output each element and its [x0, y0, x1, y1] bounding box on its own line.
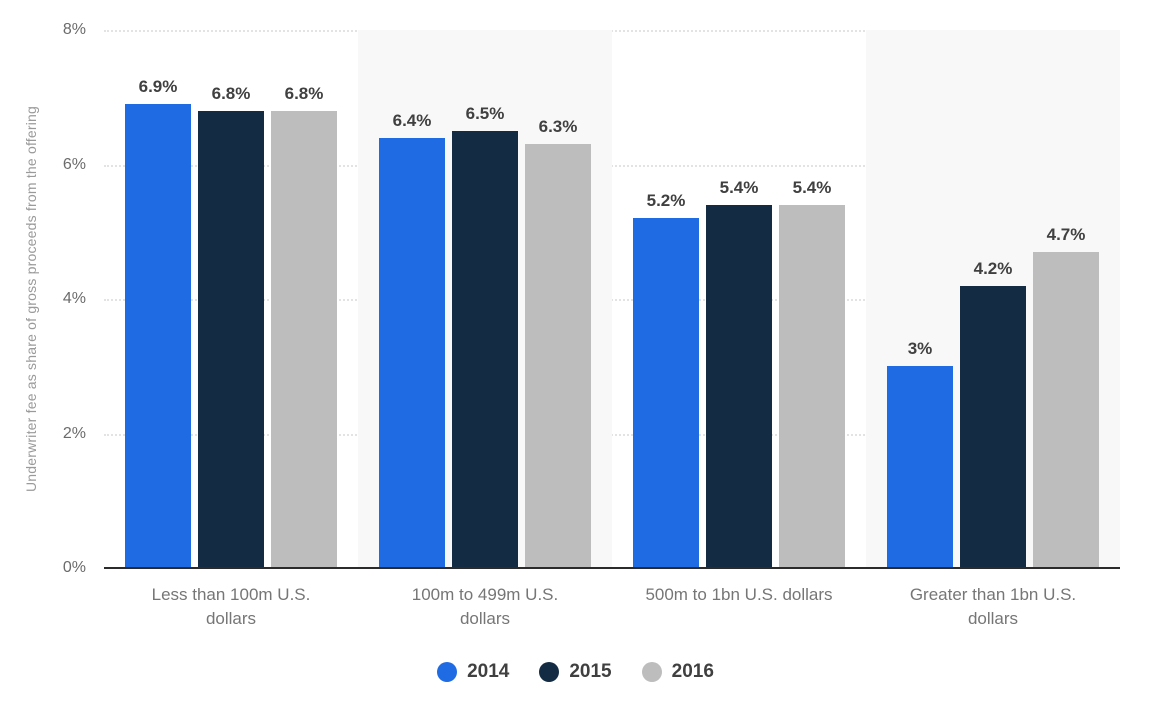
y-tick-label: 2% — [62, 424, 86, 442]
legend-label-2015: 2015 — [569, 661, 612, 682]
legend-dot-2015 — [539, 662, 560, 682]
bar-value-label: 5.4% — [792, 177, 832, 197]
category-group-greater-than-1bn-u-s-dollars: 3% 4.2% 4.7% — [866, 30, 1120, 568]
legend-label-2016: 2016 — [671, 661, 714, 682]
bar-value-label: 5.2% — [646, 191, 686, 211]
legend-item-2015[interactable]: 2015 — [539, 661, 612, 683]
bar-value-label: 6.4% — [392, 110, 432, 130]
bar-groups: 6.9% 6.8% 6.8% 6.4% 6.5% 6.3% 5.2% 5.4% 5.4% 3% 4.… — [104, 30, 1120, 568]
bar-2015-100m-to-499m-u-s-dollars[interactable]: 6.5% — [452, 104, 518, 568]
legend-item-2016[interactable]: 2016 — [641, 661, 714, 683]
bar-2016-less-than-100m-u-s-dollars[interactable]: 6.8% — [271, 84, 337, 568]
bar-value-label: 5.4% — [719, 177, 759, 197]
category-group-100m-to-499m-u-s-dollars: 6.4% 6.5% 6.3% — [358, 30, 612, 568]
x-axis-labels: Less than 100m U.S. dollars 100m to 499m … — [104, 583, 1120, 631]
bar-2014-greater-than-1bn-u-s-dollars[interactable]: 3% — [887, 339, 953, 568]
bar-value-label: 6.9% — [138, 76, 178, 96]
bar-value-label: 6.8% — [284, 83, 324, 103]
category-group-less-than-100m-u-s-dollars: 6.9% 6.8% 6.8% — [104, 30, 358, 568]
y-axis-ticks: 0% 2% 4% 6% 8% — [0, 0, 86, 706]
bar-2016-greater-than-1bn-u-s-dollars[interactable]: 4.7% — [1033, 225, 1099, 568]
bar-value-label: 4.7% — [1046, 224, 1086, 244]
x-axis-label-less-than-100m-u-s-dollars: Less than 100m U.S. dollars — [151, 585, 311, 628]
y-tick-label: 8% — [62, 21, 86, 38]
bar-value-label: 3% — [907, 339, 933, 359]
gridline-2% — [104, 433, 1120, 436]
legend-dot-2014 — [437, 662, 458, 682]
x-axis-label-500m-to-1bn-u-s-dollars: 500m to 1bn U.S. dollars — [645, 585, 833, 604]
category-group-500m-to-1bn-u-s-dollars: 5.2% 5.4% 5.4% — [612, 30, 866, 568]
legend: 2014 2015 2016 — [0, 661, 1151, 683]
bar-2015-500m-to-1bn-u-s-dollars[interactable]: 5.4% — [706, 178, 772, 568]
bar-value-label: 6.8% — [211, 83, 251, 103]
bar-2014-less-than-100m-u-s-dollars[interactable]: 6.9% — [125, 77, 191, 568]
bar-value-label: 6.5% — [465, 103, 505, 123]
legend-label-2014: 2014 — [467, 661, 510, 682]
bar-2016-100m-to-499m-u-s-dollars[interactable]: 6.3% — [525, 117, 591, 568]
gridline-6% — [104, 164, 1120, 167]
bar-2016-500m-to-1bn-u-s-dollars[interactable]: 5.4% — [779, 178, 845, 568]
plot-area: 6.9% 6.8% 6.8% 6.4% 6.5% 6.3% 5.2% 5.4% 5.4% 3% 4.… — [104, 30, 1120, 568]
y-tick-label: 0% — [62, 559, 86, 576]
y-tick-label: 4% — [62, 290, 86, 307]
bar-value-label: 4.2% — [973, 258, 1013, 278]
x-axis-line — [104, 567, 1120, 569]
legend-dot-2016 — [641, 662, 662, 682]
gridline-8% — [104, 30, 1120, 32]
bar-2015-greater-than-1bn-u-s-dollars[interactable]: 4.2% — [960, 259, 1026, 568]
bar-2015-less-than-100m-u-s-dollars[interactable]: 6.8% — [198, 84, 264, 568]
bar-2014-500m-to-1bn-u-s-dollars[interactable]: 5.2% — [633, 191, 699, 568]
y-tick-label: 6% — [62, 155, 86, 173]
bar-2014-100m-to-499m-u-s-dollars[interactable]: 6.4% — [379, 111, 445, 568]
x-axis-label-greater-than-1bn-u-s-dollars: Greater than 1bn U.S. dollars — [909, 585, 1077, 628]
legend-item-2014[interactable]: 2014 — [437, 661, 509, 683]
gridline-4% — [104, 299, 1120, 301]
bar-value-label: 6.3% — [538, 117, 578, 137]
x-axis-label-100m-to-499m-u-s-dollars: 100m to 499m U.S. dollars — [411, 585, 559, 628]
